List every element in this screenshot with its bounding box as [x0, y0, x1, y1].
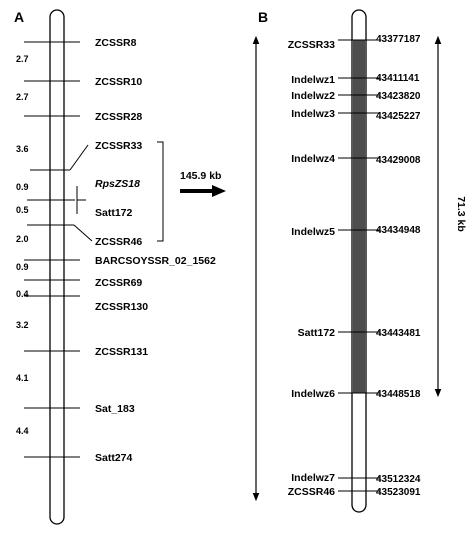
- panel-b-physical-map: ZCSSR33 Indelwz1 Indelwz2 Indelwz3 Indelwz4 I…: [252, 9, 467, 513]
- marker-name-indelwz7: Indelwz7: [291, 472, 335, 484]
- distance-label: 2.7: [16, 92, 29, 102]
- marker-label-zcssr130: ZCSSR130: [95, 301, 148, 313]
- distance-label: 2.7: [16, 54, 29, 64]
- marker-label-zcssr8: ZCSSR8: [95, 37, 137, 49]
- marker-label-sat-183: Sat_183: [95, 403, 135, 415]
- marker-position-satt172: 43443481: [376, 328, 421, 339]
- interval-label-a: 145.9 kb: [180, 170, 221, 182]
- mapped-interval-region: [353, 40, 365, 393]
- marker-position-indelwz1: 43411141: [376, 73, 420, 84]
- rps-marker-line: [76, 186, 86, 214]
- marker-label-zcssr46: ZCSSR46: [95, 236, 142, 248]
- panel-a-marker-ticks: [24, 41, 80, 458]
- marker-name-zcssr46: ZCSSR46: [288, 486, 335, 498]
- chromosome-a: [49, 9, 65, 525]
- panel-b-marker-names: ZCSSR33 Indelwz1 Indelwz2 Indelwz3 Indelwz4 I…: [288, 39, 335, 498]
- panel-a-letter: A: [14, 9, 24, 25]
- distance-label: 0.9: [16, 182, 29, 192]
- marker-name-indelwz5: Indelwz5: [291, 226, 335, 238]
- marker-name-indelwz4: Indelwz4: [291, 153, 335, 165]
- marker-label-satt172: Satt172: [95, 207, 133, 219]
- panel-b-letter: B: [258, 9, 268, 25]
- marker-label-satt274: Satt274: [95, 452, 133, 464]
- connector-zcssr33: [69, 144, 89, 171]
- distance-label: 2.0: [16, 234, 29, 244]
- interval-arrow-head: [212, 185, 226, 197]
- marker-label-zcssr10: ZCSSR10: [95, 76, 142, 88]
- panel-b-marker-positions: 43377187 43411141 43423820 43425227 43429008…: [376, 34, 421, 498]
- distance-label: 4.4: [16, 426, 29, 436]
- marker-name-indelwz6: Indelwz6: [291, 388, 335, 400]
- marker-position-zcssr33: 43377187: [376, 34, 421, 45]
- distance-label: 3.2: [16, 320, 29, 330]
- marker-position-indelwz3: 43425227: [376, 111, 421, 122]
- marker-label-zcssr69: ZCSSR69: [95, 277, 142, 289]
- marker-name-zcssr33: ZCSSR33: [288, 39, 335, 51]
- distance-label: 0.4: [16, 289, 29, 299]
- marker-name-indelwz3: Indelwz3: [291, 108, 335, 120]
- marker-label-zcssr28: ZCSSR28: [95, 111, 142, 123]
- marker-position-indelwz5: 43434948: [376, 225, 421, 236]
- distance-label: 0.5: [16, 205, 29, 215]
- marker-label-rpszs18: RpsZS18: [95, 178, 140, 190]
- marker-position-indelwz2: 43423820: [376, 91, 421, 102]
- marker-label-zcssr131: ZCSSR131: [95, 346, 148, 358]
- panel-a-distance-labels: 2.7 2.7 3.6 0.9 0.5 2.0 0.9 0.4 3.2 4.1 4.4: [16, 54, 29, 436]
- panel-b-marker-ticks: [338, 39, 380, 492]
- marker-label-barcsoyssr-02-1562: BARCSOYSSR_02_1562: [95, 255, 216, 267]
- marker-position-indelwz4: 43429008: [376, 155, 421, 166]
- distance-label: 3.6: [16, 144, 29, 154]
- interval-label-b: 71.3 kb: [455, 196, 467, 232]
- marker-name-indelwz1: Indelwz1: [291, 74, 335, 86]
- marker-label-zcssr33: ZCSSR33: [95, 140, 142, 152]
- panel-a-marker-labels: ZCSSR8 ZCSSR10 ZCSSR28 ZCSSR33 RpsZS18 Satt17…: [95, 37, 216, 464]
- connector-zcssr46: [73, 224, 93, 242]
- marker-name-satt172: Satt172: [298, 327, 336, 339]
- marker-position-indelwz6: 43448518: [376, 389, 421, 400]
- distance-label: 4.1: [16, 373, 29, 383]
- distance-label: 0.9: [16, 262, 29, 272]
- marker-position-zcssr46: 43523091: [376, 487, 421, 498]
- interval-bracket: [157, 141, 164, 242]
- marker-name-indelwz2: Indelwz2: [291, 90, 335, 102]
- marker-position-indelwz7: 43512324: [376, 474, 421, 485]
- panel-a-linkage-map: ZCSSR8 ZCSSR10 ZCSSR28 ZCSSR33 RpsZS18 Satt17…: [16, 9, 226, 525]
